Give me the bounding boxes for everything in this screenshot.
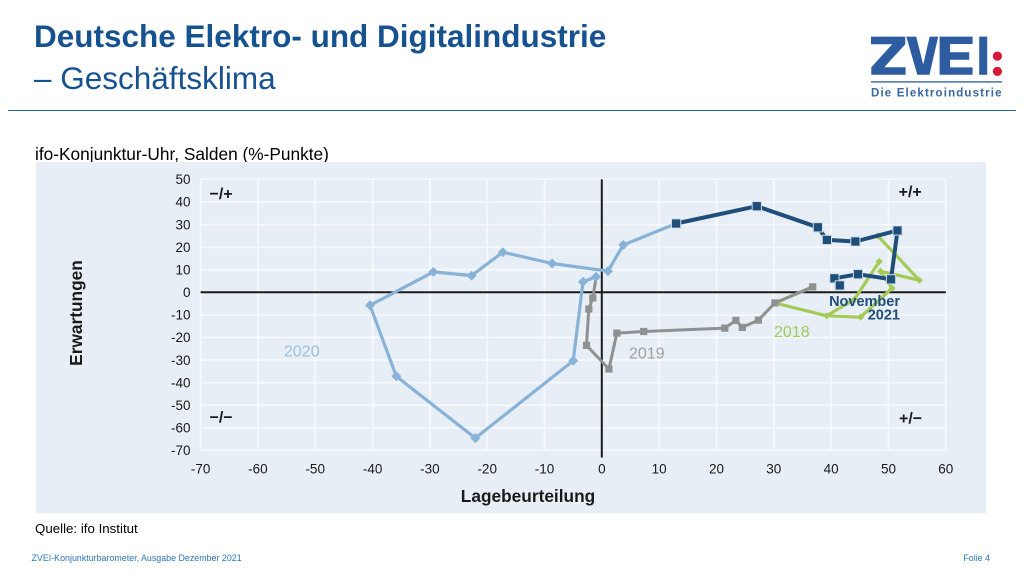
svg-text:−/+: −/+ — [210, 186, 233, 203]
svg-text:2019: 2019 — [629, 346, 665, 363]
svg-text:2018: 2018 — [774, 324, 810, 341]
svg-text:November: November — [829, 294, 900, 310]
svg-text:60: 60 — [938, 462, 953, 477]
svg-text:-10: -10 — [535, 462, 555, 477]
svg-text:-50: -50 — [171, 398, 191, 413]
svg-text:-20: -20 — [477, 462, 497, 477]
svg-text:+/−: +/− — [899, 411, 922, 428]
svg-text:-50: -50 — [305, 462, 325, 477]
svg-text:-60: -60 — [171, 421, 191, 436]
svg-text:Die Elektroindustrie: Die Elektroindustrie — [871, 88, 1003, 100]
svg-text:-70: -70 — [171, 443, 191, 458]
svg-text:40: 40 — [175, 195, 190, 210]
svg-text:50: 50 — [881, 462, 896, 477]
svg-text:30: 30 — [766, 462, 781, 477]
svg-text:-10: -10 — [171, 308, 191, 323]
svg-text:-30: -30 — [171, 353, 191, 368]
svg-text:0: 0 — [598, 462, 606, 477]
svg-text:-60: -60 — [248, 462, 268, 477]
svg-text:10: 10 — [175, 262, 190, 277]
svg-text:-40: -40 — [363, 462, 383, 477]
svg-text:20: 20 — [709, 462, 724, 477]
svg-text:+/+: +/+ — [899, 184, 922, 201]
svg-text:2020: 2020 — [284, 344, 320, 361]
svg-text:40: 40 — [824, 462, 839, 477]
svg-text:10: 10 — [652, 462, 667, 477]
svg-text:20: 20 — [175, 240, 190, 255]
svg-text:0: 0 — [183, 285, 191, 300]
svg-text:Erwartungen: Erwartungen — [66, 260, 86, 366]
svg-text:2021: 2021 — [868, 308, 900, 324]
svg-text:−/−: −/− — [210, 410, 233, 427]
svg-text:-70: -70 — [191, 462, 211, 477]
svg-text:30: 30 — [175, 217, 190, 232]
svg-text:Lagebeurteilung: Lagebeurteilung — [461, 486, 595, 506]
svg-text:-40: -40 — [171, 375, 191, 390]
svg-text:-30: -30 — [420, 462, 440, 477]
svg-text:50: 50 — [175, 172, 190, 187]
svg-text:-20: -20 — [171, 330, 191, 345]
